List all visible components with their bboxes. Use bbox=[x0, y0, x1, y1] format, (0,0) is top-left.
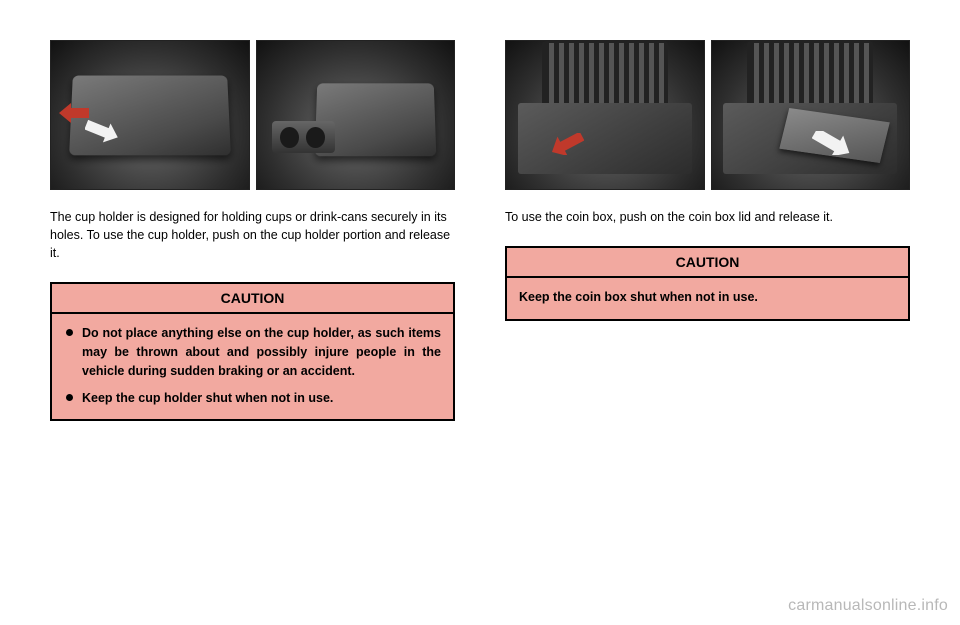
left-photo-open bbox=[256, 40, 456, 190]
caution-item: Keep the cup holder shut when not in use… bbox=[64, 389, 441, 408]
caution-item: Do not place anything else on the cup ho… bbox=[64, 324, 441, 380]
coinbox-panel bbox=[518, 103, 692, 174]
cup-hole-1 bbox=[280, 127, 299, 148]
caution-list: Do not place anything else on the cup ho… bbox=[64, 324, 441, 407]
air-vent bbox=[542, 41, 668, 109]
right-photo-open bbox=[711, 40, 911, 190]
arrow-red-icon bbox=[550, 133, 584, 155]
air-vent bbox=[747, 41, 873, 109]
cupholder-tray bbox=[272, 121, 335, 154]
caution-title: CAUTION bbox=[52, 284, 453, 314]
right-caution-box: CAUTION Keep the coin box shut when not … bbox=[505, 246, 910, 321]
page: The cup holder is designed for holding c… bbox=[0, 0, 960, 625]
caution-text: Keep the coin box shut when not in use. bbox=[519, 288, 896, 307]
left-photo-row bbox=[50, 40, 455, 190]
left-body-text: The cup holder is designed for holding c… bbox=[50, 208, 455, 262]
watermark: carmanualsonline.info bbox=[788, 597, 948, 615]
left-column: The cup holder is designed for holding c… bbox=[50, 40, 455, 625]
right-column: To use the coin box, push on the coin bo… bbox=[505, 40, 910, 625]
caution-title: CAUTION bbox=[507, 248, 908, 278]
arrow-white-icon bbox=[85, 119, 119, 143]
right-body-text: To use the coin box, push on the coin bo… bbox=[505, 208, 910, 226]
right-photo-row bbox=[505, 40, 910, 190]
caution-body: Keep the coin box shut when not in use. bbox=[507, 278, 908, 319]
left-caution-box: CAUTION Do not place anything else on th… bbox=[50, 282, 455, 421]
caution-body: Do not place anything else on the cup ho… bbox=[52, 314, 453, 419]
right-photo-closed bbox=[505, 40, 705, 190]
cup-hole-2 bbox=[306, 127, 325, 148]
armrest-shape bbox=[69, 75, 231, 155]
arrow-white-icon bbox=[812, 131, 852, 155]
left-photo-closed bbox=[50, 40, 250, 190]
